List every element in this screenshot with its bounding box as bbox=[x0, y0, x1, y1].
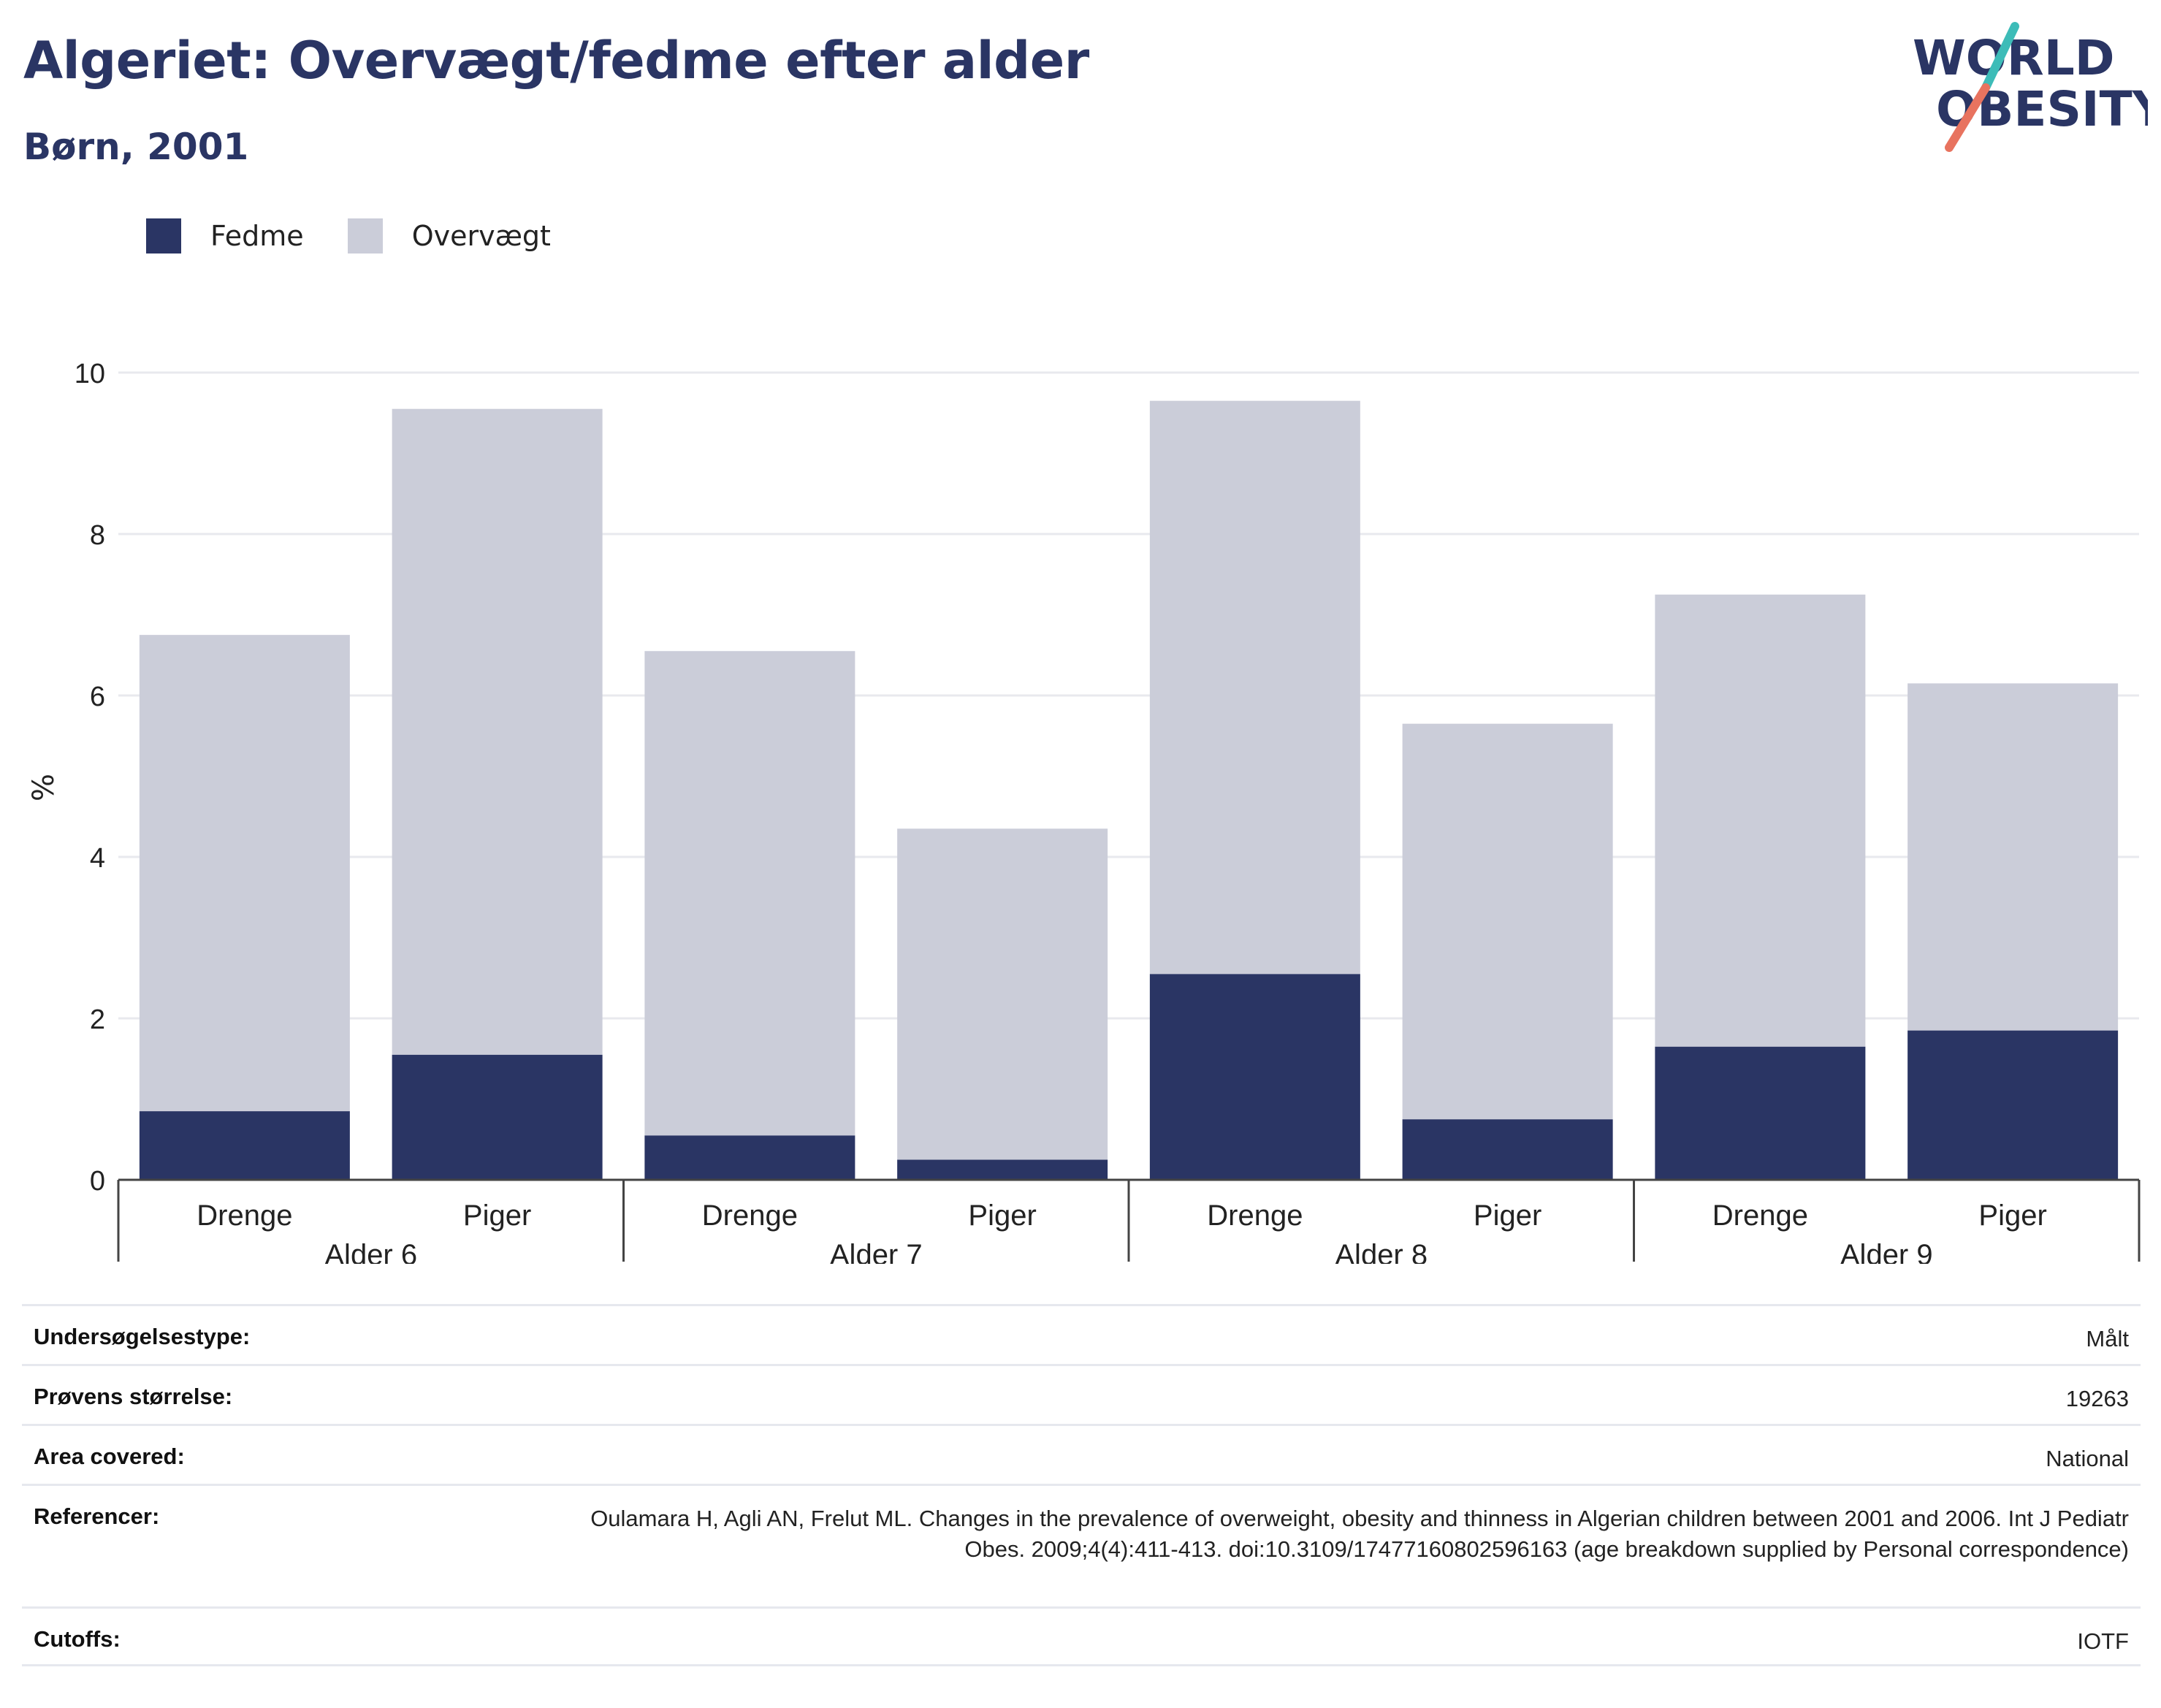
bar-overvaegt bbox=[139, 635, 350, 1112]
info-value: IOTF bbox=[2077, 1628, 2129, 1654]
x-tick-label: Drenge bbox=[1712, 1200, 1808, 1232]
info-label: Referencer: bbox=[34, 1503, 160, 1529]
info-row: Area covered: National bbox=[22, 1424, 2141, 1484]
info-label: Cutoffs: bbox=[34, 1626, 121, 1652]
legend-label-overvaegt: Overvægt bbox=[411, 220, 551, 252]
info-value: 19263 bbox=[2065, 1386, 2129, 1411]
info-row: Undersøgelsestype: Målt bbox=[22, 1304, 2141, 1364]
group-label: Alder 6 bbox=[324, 1239, 417, 1264]
y-tick-label: 8 bbox=[90, 520, 105, 551]
x-tick-label: Piger bbox=[463, 1200, 531, 1232]
bar-overvaegt bbox=[1907, 683, 2119, 1031]
info-value: National bbox=[2046, 1446, 2129, 1471]
chart-legend: Fedme Overvægt bbox=[146, 216, 595, 256]
x-tick-label: Piger bbox=[968, 1200, 1036, 1232]
bar-fedme bbox=[897, 1159, 1108, 1180]
info-row: Referencer: Oulamara H, Agli AN, Frelut M… bbox=[22, 1484, 2141, 1606]
bar-overvaegt bbox=[644, 651, 855, 1136]
y-tick-label: 2 bbox=[90, 1004, 105, 1035]
group-label: Alder 9 bbox=[1840, 1239, 1933, 1264]
group-label: Alder 7 bbox=[830, 1239, 923, 1264]
bar-overvaegt bbox=[1655, 594, 1866, 1047]
y-tick-label: 0 bbox=[90, 1166, 105, 1197]
legend-label-fedme: Fedme bbox=[210, 220, 304, 252]
info-table: Undersøgelsestype: Målt Prøvens størrelse:… bbox=[22, 1304, 2141, 1666]
page-subtitle: Børn, 2001 bbox=[23, 126, 249, 168]
bar-fedme bbox=[1402, 1119, 1613, 1180]
bar-fedme bbox=[1149, 974, 1360, 1180]
x-tick-label: Piger bbox=[1474, 1200, 1541, 1232]
x-tick-label: Piger bbox=[1978, 1200, 2046, 1232]
world-obesity-logo[interactable]: WORLD OBESITY bbox=[1899, 15, 2148, 161]
info-label: Area covered: bbox=[34, 1444, 185, 1469]
legend-swatch-fedme bbox=[146, 218, 181, 253]
legend-item-overvaegt[interactable]: Overvægt bbox=[347, 218, 551, 253]
bar-fedme bbox=[139, 1111, 350, 1180]
info-label: Undersøgelsestype: bbox=[34, 1324, 251, 1349]
bar-overvaegt bbox=[1402, 723, 1613, 1120]
logo-slash-coral bbox=[1945, 83, 1990, 152]
info-value: Oulamara H, Agli AN, Frelut ML. Changes … bbox=[590, 1506, 2129, 1562]
stacked-bar-chart: 0 2 4 6 8 10 Drenge Piger Drenge Piger Drenge Piger… bbox=[75, 359, 2141, 1264]
logo-word-1: WORLD bbox=[1913, 30, 2115, 86]
legend-swatch-overvaegt bbox=[347, 218, 383, 253]
y-tick-label: 10 bbox=[75, 359, 105, 389]
bar-overvaegt bbox=[897, 828, 1108, 1160]
y-tick-label: 4 bbox=[90, 843, 105, 874]
logo-slash-teal bbox=[1981, 22, 2019, 92]
legend-item-fedme[interactable]: Fedme bbox=[146, 218, 304, 253]
page-title: Algeriet: Overvægt/fedme efter alder bbox=[23, 31, 1089, 91]
bar-fedme bbox=[644, 1135, 855, 1180]
info-value: Målt bbox=[2086, 1326, 2129, 1351]
info-row: Prøvens størrelse: 19263 bbox=[22, 1364, 2141, 1424]
bar-fedme bbox=[392, 1054, 603, 1180]
bar-fedme bbox=[1907, 1030, 2119, 1180]
info-label: Prøvens størrelse: bbox=[34, 1384, 233, 1409]
bar-overvaegt bbox=[392, 408, 603, 1055]
bar-fedme bbox=[1655, 1046, 1866, 1180]
info-row: Cutoffs: IOTF bbox=[22, 1606, 2141, 1666]
x-tick-label: Drenge bbox=[197, 1200, 292, 1232]
y-tick-label: 6 bbox=[90, 682, 105, 712]
x-tick-label: Drenge bbox=[702, 1200, 798, 1232]
bar-overvaegt bbox=[1149, 400, 1360, 975]
group-label: Alder 8 bbox=[1335, 1239, 1428, 1264]
x-tick-label: Drenge bbox=[1207, 1200, 1303, 1232]
